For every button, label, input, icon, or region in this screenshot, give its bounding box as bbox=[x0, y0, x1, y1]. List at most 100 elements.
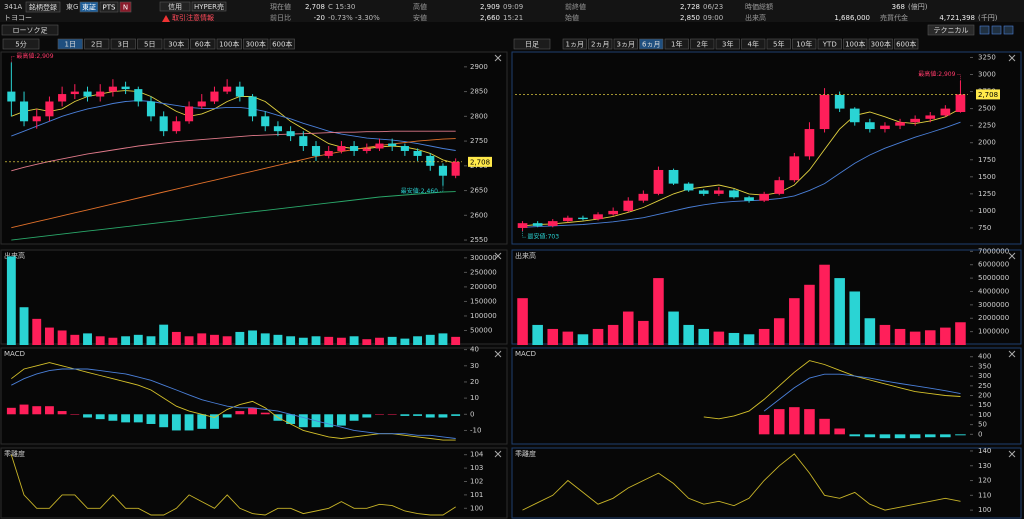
chart-type-select[interactable] bbox=[1, 24, 59, 36]
range-tab-label[interactable]: 3ヵ月 bbox=[617, 41, 635, 49]
technical-button[interactable] bbox=[927, 24, 975, 36]
volume-bar bbox=[197, 333, 207, 345]
macd-panel bbox=[0, 347, 508, 445]
range-tab[interactable] bbox=[766, 38, 791, 50]
high-pointer bbox=[11, 56, 16, 63]
range-tab[interactable] bbox=[269, 38, 295, 50]
range-tab[interactable] bbox=[216, 38, 242, 50]
range-tab[interactable] bbox=[741, 38, 766, 50]
market-button[interactable] bbox=[79, 1, 99, 13]
interval-select[interactable] bbox=[513, 38, 551, 50]
range-tab-label[interactable]: 10年 bbox=[796, 40, 812, 49]
deviation-title: 乖離度 bbox=[515, 449, 536, 458]
range-tab-label[interactable]: 30本 bbox=[168, 40, 184, 49]
y-tick-label: 300000 bbox=[470, 254, 497, 262]
close-icon[interactable] bbox=[494, 252, 502, 260]
market-button-label[interactable]: N bbox=[123, 4, 128, 12]
volume-bar bbox=[273, 334, 283, 345]
close-icon[interactable] bbox=[494, 350, 502, 358]
range-tab[interactable] bbox=[613, 38, 638, 50]
candle-body bbox=[438, 165, 448, 176]
volume-bar bbox=[70, 334, 80, 345]
volume-bar bbox=[349, 336, 359, 345]
interval-select-label[interactable]: 日足 bbox=[525, 41, 539, 49]
register-button-label[interactable]: 銘柄登録 bbox=[29, 3, 57, 12]
y-tick-label: 1500 bbox=[978, 173, 996, 181]
tool-icon[interactable] bbox=[991, 25, 1002, 35]
tool-icon[interactable] bbox=[1003, 25, 1014, 35]
candle-body bbox=[623, 200, 634, 211]
range-tab[interactable] bbox=[690, 38, 715, 50]
range-tab[interactable] bbox=[190, 38, 216, 50]
quote-value: 2,850 bbox=[680, 14, 700, 22]
technical-button-label[interactable]: テクニカル bbox=[934, 27, 969, 35]
range-tab-label[interactable]: 100本 bbox=[219, 40, 239, 49]
range-tab-label[interactable]: 600本 bbox=[896, 40, 916, 49]
range-tab[interactable] bbox=[843, 38, 868, 50]
range-tab[interactable] bbox=[639, 38, 664, 50]
close-icon[interactable] bbox=[1008, 252, 1016, 260]
close-icon[interactable] bbox=[1008, 450, 1016, 458]
macd-histogram bbox=[349, 414, 359, 421]
macd-histogram bbox=[955, 434, 966, 436]
market-button[interactable] bbox=[99, 1, 119, 13]
range-tab-label[interactable]: 2ヵ月 bbox=[591, 41, 609, 49]
range-tab-label[interactable]: 2日 bbox=[91, 41, 102, 49]
range-tab-label[interactable]: 100本 bbox=[845, 40, 865, 49]
range-tab[interactable] bbox=[137, 38, 163, 50]
quote-note: C 15:30 bbox=[328, 3, 355, 11]
range-tab-label[interactable]: 1年 bbox=[671, 40, 682, 49]
range-tab-label[interactable]: 1日 bbox=[65, 41, 76, 49]
range-tab[interactable] bbox=[562, 38, 587, 50]
close-icon[interactable] bbox=[1008, 350, 1016, 358]
candle-body bbox=[849, 108, 860, 123]
range-tab-label[interactable]: YTD bbox=[822, 41, 837, 49]
market-button-label[interactable]: PTS bbox=[103, 4, 116, 12]
range-tab[interactable] bbox=[792, 38, 817, 50]
range-tab-label[interactable]: 300本 bbox=[871, 40, 891, 49]
quote-label: 始値 bbox=[565, 13, 579, 22]
market-button-label[interactable]: 東証 bbox=[82, 3, 96, 12]
range-tab[interactable] bbox=[243, 38, 269, 50]
volume-bar bbox=[849, 291, 861, 345]
interval-select[interactable] bbox=[2, 38, 40, 50]
range-tab-label[interactable]: 1ヵ月 bbox=[566, 41, 584, 49]
range-tab[interactable] bbox=[715, 38, 740, 50]
tool-icon[interactable] bbox=[979, 25, 990, 35]
close-icon[interactable] bbox=[494, 450, 502, 458]
range-tab-label[interactable]: 300本 bbox=[246, 40, 266, 49]
range-tab[interactable] bbox=[57, 38, 83, 50]
quote-value: 1,686,000 bbox=[834, 14, 870, 22]
volume-bar bbox=[248, 330, 257, 345]
chart-type-select-label[interactable]: ローソク足 bbox=[13, 27, 48, 35]
close-icon[interactable] bbox=[1008, 54, 1016, 62]
market-button[interactable] bbox=[119, 1, 132, 13]
range-tab[interactable] bbox=[868, 38, 893, 50]
range-tab-label[interactable]: 600本 bbox=[272, 40, 292, 49]
candle-body bbox=[362, 148, 371, 151]
close-icon[interactable] bbox=[494, 54, 502, 62]
range-tab-label[interactable]: 6ヵ月 bbox=[642, 41, 660, 49]
candle-body bbox=[146, 101, 156, 117]
range-tab[interactable] bbox=[664, 38, 689, 50]
range-tab-label[interactable]: 60本 bbox=[195, 40, 211, 49]
register-button[interactable] bbox=[25, 1, 61, 13]
range-tab-label[interactable]: 4年 bbox=[748, 40, 759, 49]
range-tab-label[interactable]: 2年 bbox=[697, 40, 708, 49]
range-tab-label[interactable]: 3日 bbox=[118, 41, 129, 49]
y-tick-label: 2000000 bbox=[978, 314, 1009, 322]
notice-icon bbox=[162, 15, 170, 22]
macd-histogram bbox=[159, 414, 169, 428]
range-tab[interactable] bbox=[110, 38, 136, 50]
interval-select-label[interactable]: 5分 bbox=[15, 40, 26, 49]
range-tab-label[interactable]: 3年 bbox=[722, 40, 733, 49]
range-tab[interactable] bbox=[163, 38, 189, 50]
candle-body bbox=[235, 86, 244, 97]
range-tab[interactable] bbox=[817, 38, 842, 50]
range-tab[interactable] bbox=[84, 38, 110, 50]
range-tab-label[interactable]: 5年 bbox=[773, 40, 784, 49]
volume-bar bbox=[413, 336, 423, 345]
range-tab[interactable] bbox=[894, 38, 919, 50]
range-tab-label[interactable]: 5日 bbox=[144, 41, 155, 49]
range-tab[interactable] bbox=[588, 38, 613, 50]
